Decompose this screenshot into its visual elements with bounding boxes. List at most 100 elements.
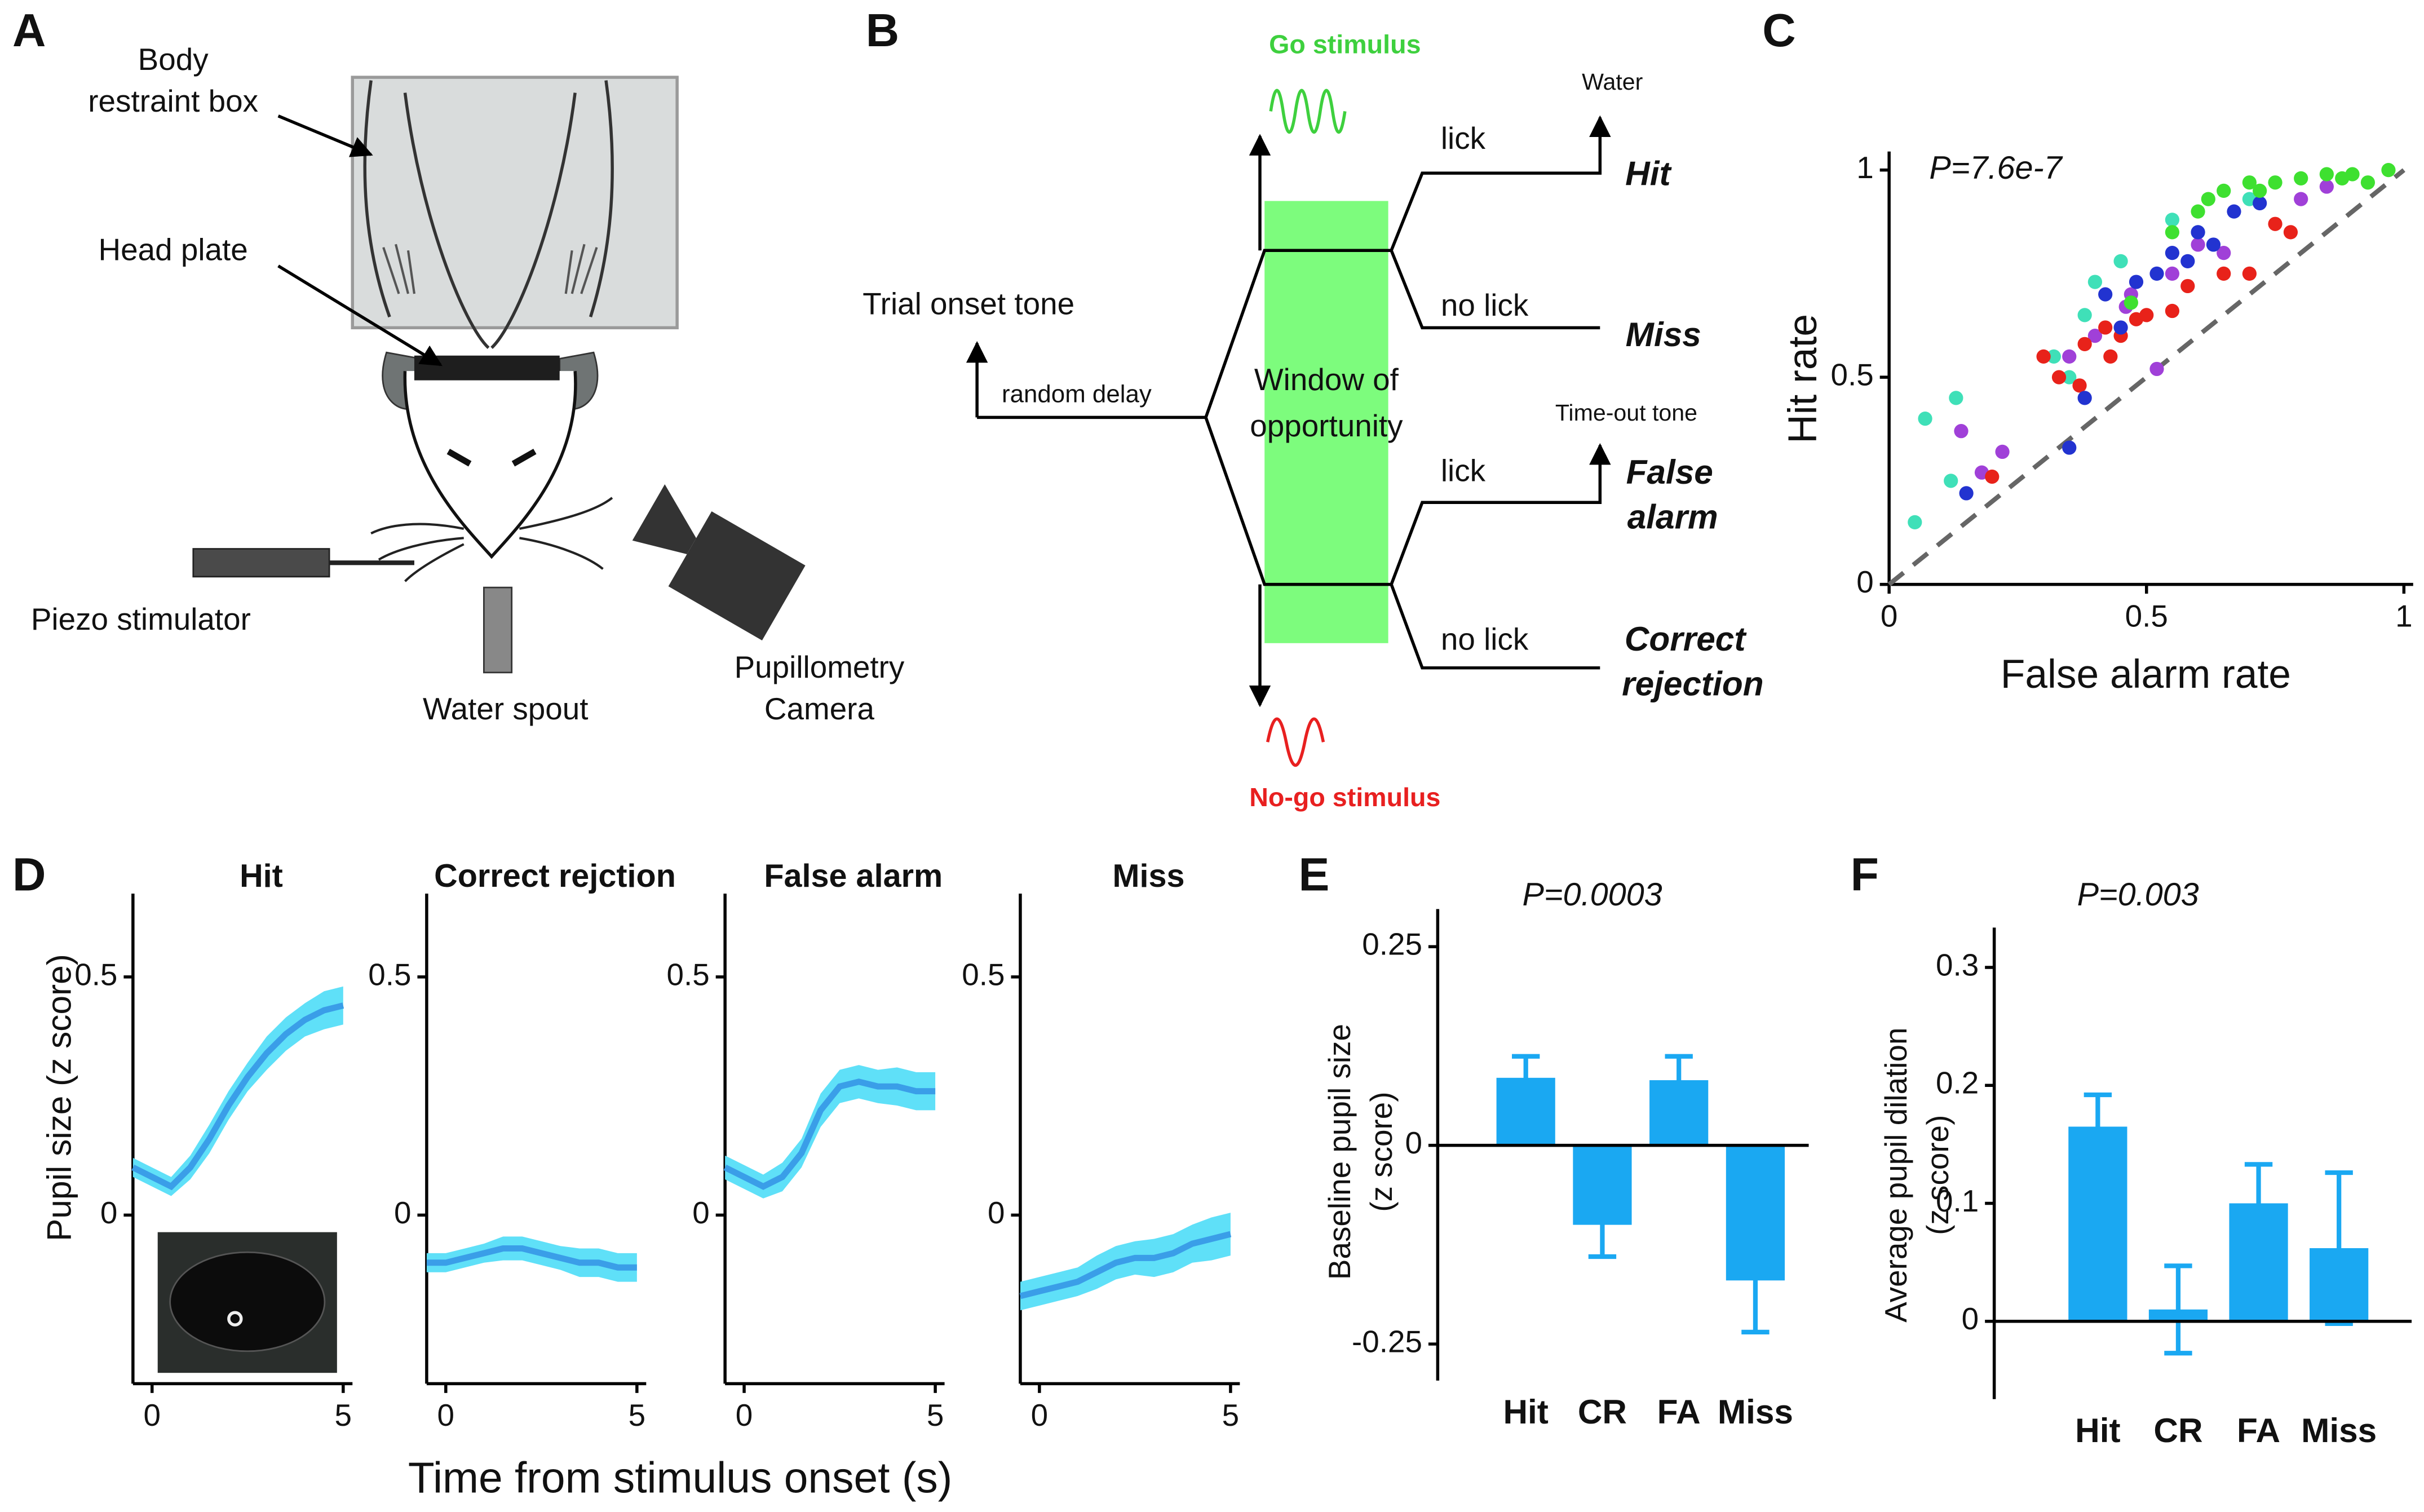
x-tick-label: Hit: [2075, 1411, 2120, 1449]
error-bar: [2244, 1162, 2273, 1245]
label: Hit: [1625, 154, 1672, 193]
point: [2165, 246, 2180, 260]
point: [2242, 266, 2257, 281]
error-bar: [1588, 1191, 1617, 1259]
point: [2360, 175, 2376, 190]
eyes: [446, 448, 537, 467]
point: [2149, 361, 2164, 377]
label: no lick: [1441, 288, 1529, 322]
point: [2062, 370, 2077, 384]
y-axis-label: Pupil size (z score): [40, 954, 78, 1241]
label: Head plate: [99, 232, 248, 267]
y-tick-label: 0: [692, 1195, 710, 1230]
nogo-wave: [1266, 717, 1325, 767]
point: [2268, 216, 2283, 231]
mean-line: [131, 1002, 344, 1191]
point: [2268, 175, 2283, 190]
piezo: [192, 548, 330, 578]
error-bar: [1741, 1226, 1770, 1335]
subplot-title: Hit: [240, 858, 283, 894]
mean-line: [723, 1078, 936, 1190]
label: Trial onset tone: [862, 286, 1074, 321]
point: [2077, 308, 2092, 322]
x-tick-label: FA: [2237, 1411, 2280, 1449]
point: [2149, 266, 2164, 281]
point: [2217, 183, 2231, 198]
x-tick-label: 5: [1222, 1398, 1240, 1433]
label: lick: [1441, 453, 1486, 488]
y-axis-label: (z score): [1364, 1091, 1399, 1212]
go-wave: [1269, 89, 1347, 134]
point: [2217, 266, 2231, 281]
point: [2087, 329, 2103, 343]
x-tick-label: 0: [144, 1398, 161, 1433]
point: [2046, 349, 2061, 364]
y-tick-label: 0: [1405, 1125, 1422, 1160]
point: [1908, 515, 1922, 529]
point: [1959, 486, 1974, 501]
point: [1944, 474, 1958, 488]
window: [1264, 201, 1388, 643]
x-tick-label: 1: [2395, 598, 2413, 633]
label: Water: [1582, 69, 1643, 95]
y-tick-label: 0: [1962, 1301, 1979, 1336]
point: [2242, 175, 2257, 190]
y-tick-label: 0: [100, 1195, 118, 1230]
panel-label: C: [1762, 5, 1795, 56]
label: Time-out tone: [1555, 400, 1697, 426]
point: [1954, 424, 1969, 439]
point: [2051, 370, 2067, 384]
y-tick-label: 1: [1856, 150, 1874, 185]
point: [2036, 349, 2051, 364]
point: [2062, 349, 2077, 364]
label: Body: [138, 42, 209, 77]
head: [403, 370, 577, 559]
point: [2180, 278, 2195, 294]
x-tick-label: CR: [2153, 1411, 2202, 1449]
error-bar: [1665, 1054, 1693, 1107]
point: [2077, 337, 2092, 351]
point: [2191, 204, 2205, 219]
y-tick-label: 0.5: [962, 957, 1005, 992]
point: [1995, 444, 2010, 459]
annotation: P=0.0003: [1523, 877, 1662, 913]
point: [2217, 246, 2231, 260]
panel-b: B Go stimulus No-go stimulus Trial onset…: [862, 5, 1763, 812]
camera-icon: [632, 484, 806, 641]
mean-line: [426, 1245, 637, 1271]
point: [2206, 237, 2221, 252]
point: [2191, 225, 2205, 240]
point: [2098, 287, 2113, 302]
x-tick-label: 0: [1881, 598, 1898, 633]
label: alarm: [1627, 497, 1718, 536]
x-tick-label: 0: [1031, 1398, 1049, 1433]
x-tick-label: FA: [1657, 1392, 1701, 1431]
whiskers: [370, 497, 613, 582]
subplot-title: False alarm: [764, 858, 943, 894]
point: [2165, 266, 2180, 281]
error-bar: [2164, 1263, 2192, 1356]
point: [2165, 225, 2180, 240]
arrow: [277, 264, 443, 366]
mouse-body: [363, 80, 614, 350]
panel-label: E: [1299, 849, 1330, 900]
water-spout-icon: [483, 586, 513, 674]
label: Correct: [1625, 620, 1747, 658]
x-tick-label: 0: [437, 1398, 455, 1433]
y-axis-label: Hit rate: [1780, 314, 1825, 444]
label: lick: [1441, 121, 1486, 156]
x-axis-label: False alarm rate: [2001, 652, 2291, 697]
label: opportunity: [1250, 408, 1403, 443]
y-tick-label: 0.5: [368, 957, 411, 992]
y-tick-label: 0: [988, 1195, 1005, 1230]
label: Piezo stimulator: [31, 602, 251, 636]
point: [2180, 254, 2195, 268]
point: [2129, 275, 2144, 289]
y-tick-label: 0.5: [74, 957, 117, 992]
point: [2098, 320, 2113, 335]
mean-line: [1019, 1231, 1232, 1299]
x-axis-label: Time from stimulus onset (s): [408, 1453, 952, 1502]
label: restraint box: [88, 83, 258, 118]
y-tick-label: 0.5: [667, 957, 710, 992]
